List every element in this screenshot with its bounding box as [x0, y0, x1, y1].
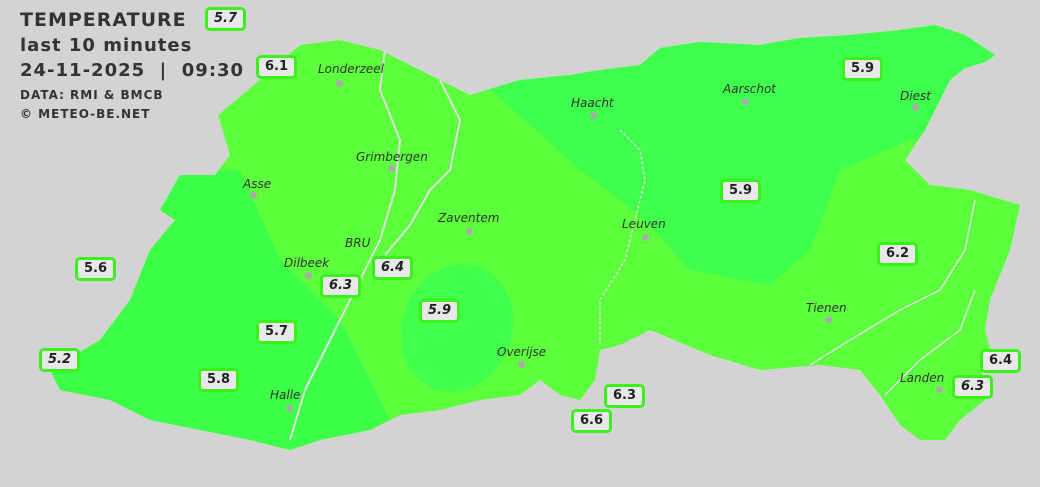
temperature-station-label[interactable]: 6.3: [320, 274, 361, 298]
city-marker: [250, 192, 257, 199]
copyright: © METEO-BE.NET: [20, 107, 151, 121]
city-label: Diest: [900, 89, 931, 103]
city-marker: [466, 228, 473, 235]
city-label: Dilbeek: [284, 256, 330, 270]
cool-zone-center: [400, 264, 514, 392]
city-label: Haacht: [571, 96, 614, 110]
city-label: Grimbergen: [356, 150, 428, 164]
temperature-station-label[interactable]: 6.1: [256, 55, 297, 79]
city-marker: [825, 316, 832, 323]
city-marker: [286, 405, 293, 412]
city-label: Leuven: [622, 217, 666, 231]
city-label: BRU: [345, 236, 371, 250]
city-marker: [642, 234, 649, 241]
city-label: Asse: [243, 177, 272, 191]
temperature-station-label[interactable]: 5.2: [39, 348, 80, 372]
city-marker: [912, 104, 919, 111]
temperature-station-label[interactable]: 5.6: [75, 257, 116, 281]
temperature-station-label[interactable]: 6.3: [604, 384, 645, 408]
region-border-brussels-east: [384, 79, 462, 256]
map-datetime: 24-11-2025 | 09:30: [20, 60, 245, 81]
map-subtitle: last 10 minutes: [20, 35, 193, 56]
temperature-station-label[interactable]: 6.4: [980, 349, 1021, 373]
city-label: Zaventem: [438, 211, 500, 225]
map-title: TEMPERATURE: [20, 9, 187, 31]
language-border: [809, 199, 976, 366]
city-marker: [590, 112, 597, 119]
city-label: Landen: [900, 371, 945, 385]
temperature-station-label[interactable]: 6.2: [877, 242, 918, 266]
city-label: Overijse: [497, 345, 547, 359]
temperature-station-label[interactable]: 6.4: [372, 256, 413, 280]
data-source: DATA: RMI & BMCB: [20, 88, 164, 102]
temperature-station-label[interactable]: 5.9: [720, 179, 761, 203]
language-border-2: [884, 289, 976, 396]
city-marker: [936, 386, 943, 393]
temperature-station-label[interactable]: 5.7: [205, 7, 246, 31]
temperature-station-label[interactable]: 6.3: [952, 375, 993, 399]
region-border-brussels: [289, 49, 402, 441]
temperature-station-label[interactable]: 5.8: [198, 368, 239, 392]
city-marker: [518, 361, 525, 368]
city-marker: [336, 80, 343, 87]
city-marker: [305, 272, 312, 279]
city-label: Tienen: [806, 301, 847, 315]
city-marker: [388, 165, 395, 172]
city-label: Halle: [270, 388, 301, 402]
city-label: Londerzeel: [318, 62, 384, 76]
temperature-station-label[interactable]: 5.9: [842, 57, 883, 81]
temperature-station-label[interactable]: 6.6: [571, 409, 612, 433]
city-label: Aarschot: [723, 82, 776, 96]
temperature-station-label[interactable]: 5.9: [419, 299, 460, 323]
temperature-station-label[interactable]: 5.7: [256, 320, 297, 344]
city-marker: [742, 98, 749, 105]
